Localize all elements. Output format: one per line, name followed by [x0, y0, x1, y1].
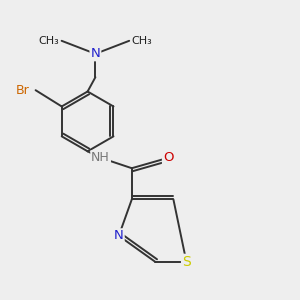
Text: N: N [91, 47, 100, 60]
Text: CH₃: CH₃ [131, 36, 152, 46]
Text: Br: Br [16, 84, 29, 97]
Text: CH₃: CH₃ [39, 36, 60, 46]
Text: N: N [114, 229, 124, 242]
Text: NH: NH [91, 151, 110, 164]
Text: S: S [182, 255, 191, 269]
Text: O: O [163, 151, 173, 164]
